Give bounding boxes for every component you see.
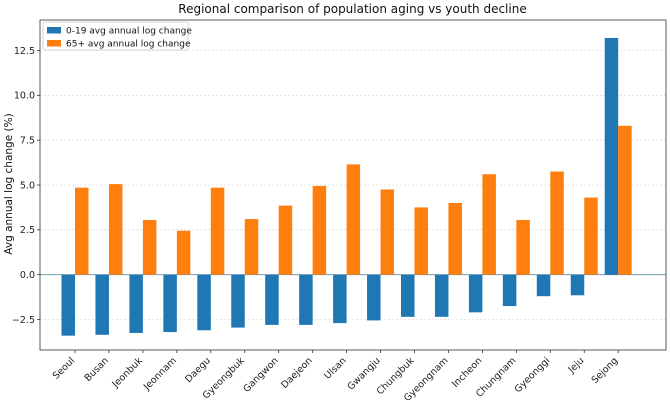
bar-youth-chungbuk (401, 274, 415, 317)
x-tick-label: Sejong (590, 355, 621, 386)
x-tick-label: Daegu (183, 355, 213, 385)
bar-elderly-gwangju (380, 189, 395, 275)
bar-elderly-seoul (75, 187, 89, 275)
y-tick-label: 7.5 (20, 135, 35, 146)
chart-title: Regional comparison of population aging … (178, 2, 526, 16)
plot-frame (39, 19, 667, 351)
y-tick-label: −2.5 (12, 315, 35, 326)
legend: 0-19 avg annual log change 65+ avg annual… (42, 21, 192, 51)
y-axis-title: Avg annual log change (%) (3, 113, 15, 254)
bar-elderly-chungnam (516, 219, 530, 275)
bar-youth-gangwon (265, 274, 279, 325)
legend-box (42, 21, 189, 51)
bar-elderly-jeonbuk (142, 219, 157, 275)
bar-youth-jeonnam (163, 274, 177, 333)
bar-elderly-gyeongnam (448, 202, 462, 275)
bar-youth-ulsan (333, 274, 347, 324)
x-tick-label: Jeonnam (141, 355, 179, 393)
legend-swatch (47, 27, 61, 34)
bar-youth-jeonbuk (129, 274, 143, 333)
bar-youth-jeju (570, 274, 585, 296)
y-tick-label: 0.0 (20, 270, 35, 281)
x-tick-label: Incheon (450, 355, 484, 389)
bar-youth-incheon (468, 274, 483, 313)
legend-swatch (47, 40, 61, 47)
bar-elderly-gyeonggi (550, 171, 564, 275)
x-tick-label: Jeju (566, 355, 587, 376)
bar-youth-busan (95, 274, 109, 335)
bar-elderly-ulsan (346, 164, 361, 275)
x-tick-label: Busan (83, 355, 112, 384)
bar-youth-daegu (197, 274, 211, 331)
bar-youth-daejeon (299, 274, 313, 325)
x-tick-label: Jeonbuk (110, 355, 146, 391)
legend-label: 0-19 avg annual log change (66, 26, 192, 36)
bar-youth-gyeonggi (536, 274, 551, 297)
y-ticks: −2.5 0.0 2.5 5.0 7.5 10.0 12.5 (12, 46, 40, 326)
y-tick-label: 10.0 (14, 91, 35, 102)
y-tick-label: 12.5 (14, 46, 35, 57)
bar-youth-gyeongnam (434, 274, 449, 317)
bar-elderly-daejeon (312, 185, 327, 275)
bar-elderly-chungbuk (414, 207, 428, 275)
bar-elderly-incheon (482, 174, 496, 275)
bar-elderly-gangwon (278, 205, 293, 275)
bar-elderly-busan (108, 184, 123, 275)
bar-youth-gyeongbuk (231, 274, 245, 328)
bar-elderly-jeju (584, 197, 598, 275)
legend-label: 65+ avg annual log change (66, 39, 191, 49)
x-tick-label: Gyeonggi (513, 355, 553, 395)
bar-youth-seoul (61, 274, 75, 336)
bar-elderly-jeonnam (176, 230, 191, 275)
x-tick-label: Ulsan (322, 355, 348, 381)
x-tick-label: Daejeon (279, 355, 315, 391)
bar-elderly-sejong (618, 125, 632, 275)
bar-elderly-gyeongbuk (244, 219, 259, 275)
bar-youth-gwangju (367, 274, 381, 321)
bar-youth-sejong (604, 37, 619, 275)
y-tick-label: 2.5 (20, 225, 35, 236)
bars (61, 37, 632, 336)
x-tick-label: Seoul (51, 355, 77, 381)
bar-elderly-daegu (210, 187, 225, 275)
y-tick-label: 5.0 (20, 180, 35, 191)
x-tick-label: Gangwon (241, 355, 280, 394)
bar-youth-chungnam (502, 274, 517, 307)
